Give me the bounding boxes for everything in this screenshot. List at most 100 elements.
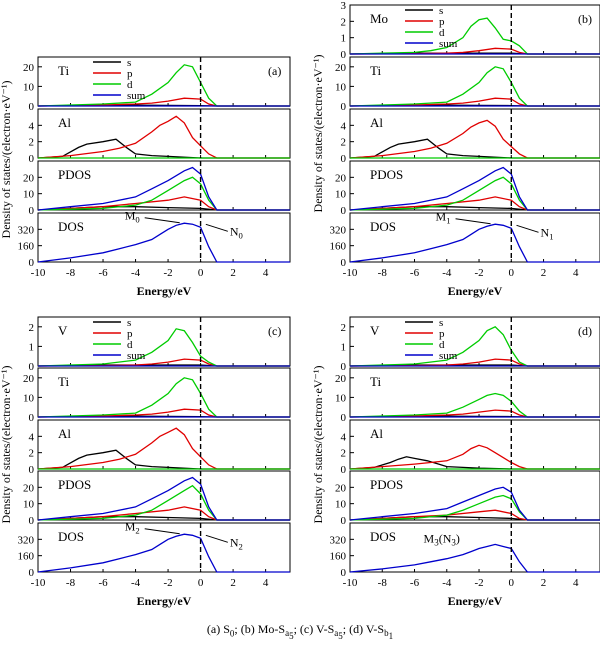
- panel-c-annotation-M2-main: M: [125, 520, 136, 534]
- panel-c-xtick-label: 2: [230, 577, 236, 589]
- panel-c-subplot-al-label: Al: [58, 426, 71, 441]
- panel-d-ylabel: Density of states/(electron·eV⁻¹): [311, 366, 325, 524]
- panel-b-subplot-pdos-series-d: [349, 176, 600, 211]
- panel-b-subplot-mo-label: Mo: [370, 11, 388, 26]
- panel-a-subplot-pdos-series-d: [37, 176, 290, 211]
- panel-a-annotation-N0-sub: 0: [239, 230, 243, 240]
- panel-b-subplot-pdos-ytick-label: 0: [341, 205, 347, 217]
- panel-b-tag: (b): [578, 12, 592, 26]
- panel-c-subplot-dos-frame: [37, 522, 291, 573]
- panel-d-tag: (d): [578, 324, 592, 338]
- panel-a-xtick-label: 4: [263, 267, 269, 279]
- panel-c-subplot-v-ytick-label: 1: [29, 341, 35, 353]
- panel-b-subplot-al-label: Al: [370, 115, 383, 130]
- panel-c-subplot-pdos-label: PDOS: [58, 477, 91, 492]
- panel-d-subplot-dos: 0 160 320 DOS: [330, 522, 600, 579]
- panel-a-xlabel: Energy/eV: [137, 284, 192, 298]
- panel-b-subplot-pdos-ytick-label: 10: [335, 189, 347, 201]
- panel-c-subplot-ti: 0 10 20 Ti: [23, 367, 291, 424]
- panel-b-subplot-mo-ytick-label: 2: [341, 16, 347, 28]
- panel-d-subplot-al-ytick-label: 0: [341, 464, 347, 476]
- panel-d-annotation-M3: M3(N3): [424, 531, 460, 547]
- panel-c-subplot-dos-series-sum: [37, 533, 290, 573]
- panel-d-subplot-dos-ytick-label: 320: [330, 534, 347, 546]
- panel-c-annotation-M2: M2: [125, 520, 140, 536]
- panel-d-xtick-label: 4: [573, 577, 579, 589]
- panel-c-subplot-pdos-frame: [37, 470, 291, 521]
- panel-b-subplot-pdos-series-sum: [349, 166, 600, 211]
- panel-d-annotation-suffix-sub: 3: [451, 537, 456, 547]
- panel-a-subplot-ti-ytick-label: 10: [23, 81, 35, 93]
- panel-a-xtick-label: 2: [230, 267, 236, 279]
- panel-b-subplot-mo-ytick-label: 3: [341, 0, 347, 12]
- panel-b-xtick-label: -8: [378, 267, 388, 279]
- panel-b-xtick-label: -2: [474, 267, 483, 279]
- panel-a-subplot-ti-ytick-label: 0: [29, 101, 35, 113]
- panel-c-subplot-al-ytick-label: 2: [29, 448, 35, 460]
- panel-c-subplot-dos-ytick-label: 160: [18, 551, 35, 563]
- panel-a-legend-label-d: d: [127, 79, 133, 91]
- panel-b-subplot-ti-series-p: [349, 97, 600, 107]
- panel-b-legend-label-s: s: [439, 5, 443, 17]
- panel-a-subplot-pdos: 0 10 20 PDOS: [23, 160, 291, 217]
- panel-b-subplot-dos: 0 160 320 DOS: [330, 212, 600, 269]
- panel-c-subplot-al-series-p: [37, 427, 290, 470]
- panel-b-ylabel: Density of states/(electron·eV⁻¹): [311, 55, 325, 213]
- panel-b-annotation-M1-main: M: [436, 210, 447, 224]
- panel-a-subplot-dos-ytick-label: 0: [29, 257, 35, 269]
- panel-c-xtick-label: 4: [263, 577, 269, 589]
- panel-d-subplot-pdos-ytick-label: 0: [341, 515, 347, 527]
- panel-a-annotation-N0: N0: [230, 224, 243, 240]
- panel-b-legend-label-sum: sum: [439, 38, 458, 50]
- panel-b-xtick-label: -4: [442, 267, 452, 279]
- panel-a-subplot-al-ytick-label: 2: [29, 137, 35, 149]
- panel-d-subplot-ti-ytick-label: 10: [335, 392, 347, 404]
- panel-c-subplot-pdos-series-p: [37, 506, 290, 521]
- panel-d-subplot-pdos-label: PDOS: [370, 477, 403, 492]
- panel-a-subplot-ti-series-p: [37, 97, 290, 107]
- panel-a-subplot-al-series-p: [37, 115, 290, 159]
- panel-d-subplot-ti-series-p: [349, 409, 600, 418]
- panel-a-subplot-pdos-ytick-label: 0: [29, 205, 35, 217]
- panel-c-subplot-dos-label: DOS: [58, 529, 84, 544]
- panel-d-subplot-al-series-s: [349, 456, 600, 470]
- panel-b-subplot-al-series-p: [349, 119, 600, 159]
- caption-part-sub: b1: [384, 628, 394, 642]
- panel-d-subplot-al-ytick-label: 4: [341, 431, 347, 443]
- panel-b-subplot-ti-frame: [349, 56, 600, 107]
- panel-b-subplot-dos-label: DOS: [370, 219, 396, 234]
- panel-c-subplot-al: 0 2 4 Al: [29, 419, 291, 476]
- caption-part-sub: a5: [334, 628, 343, 642]
- panel-c-annotation-arrow: [144, 528, 180, 535]
- panel-c-annotation-M2-sub: 2: [135, 526, 139, 536]
- panel-d-subplot-ti: 0 10 20 Ti: [335, 367, 600, 424]
- panel-a-subplot-pdos-series-sum: [37, 166, 290, 211]
- panel-d-xtick-label: -8: [378, 577, 388, 589]
- panel-b-subplot-al-ytick-label: 4: [341, 120, 347, 132]
- panel-b-subplot-ti-ytick-label: 20: [335, 62, 347, 74]
- panel-b-subplot-pdos-frame: [349, 160, 600, 211]
- panel-d-annotation-main: M: [424, 531, 435, 545]
- panel-d-subplot-dos-ytick-label: 0: [341, 567, 347, 579]
- panel-b-annotation-N1-sub: 1: [549, 231, 553, 241]
- panel-c-subplot-v-ytick-label: 2: [29, 322, 35, 334]
- panel-d-subplot-pdos-frame: [349, 470, 600, 521]
- panel-b-subplot-pdos: 0 10 20 PDOS: [335, 160, 600, 217]
- panel-c-subplot-ti-series-p: [37, 408, 290, 418]
- panel-c-legend-label-p: p: [127, 328, 133, 340]
- panel-d-xtick-label: -10: [343, 577, 358, 589]
- panel-a-xtick-label: 0: [198, 267, 204, 279]
- panel-b-subplot-mo-series-d: [349, 17, 600, 55]
- panel-b-subplot-mo: 0 1 2 3 Mo: [341, 0, 600, 61]
- caption-part-b: (b) Mo-Sa5;: [240, 622, 300, 642]
- panel-c-xlabel: Energy/eV: [137, 594, 192, 608]
- panel-c-legend-label-sum: sum: [127, 350, 146, 362]
- panel-b-xtick-label: 0: [509, 267, 515, 279]
- panel-a-subplot-dos-label: DOS: [58, 219, 84, 234]
- panel-a-annotation-M0-main: M: [125, 209, 136, 223]
- panel-d-subplot-dos-ytick-label: 160: [330, 551, 347, 563]
